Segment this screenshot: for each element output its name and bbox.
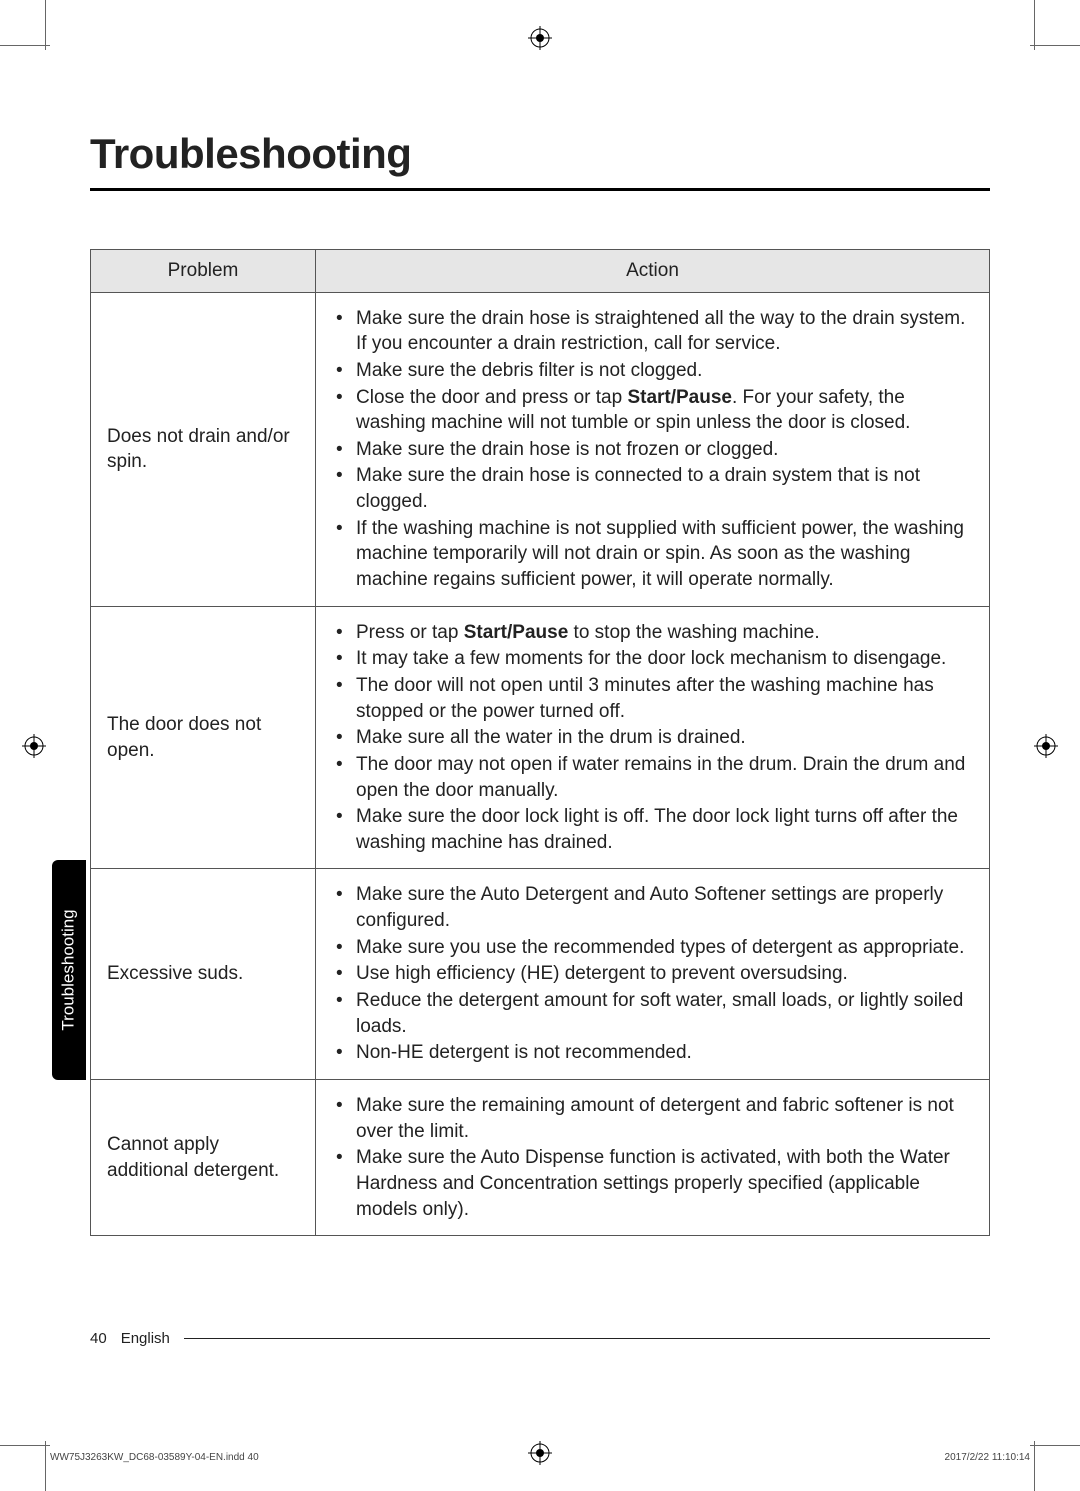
list-item: Make sure the drain hose is not frozen o… bbox=[322, 437, 975, 463]
crop-mark bbox=[1030, 1445, 1080, 1446]
table-row: Cannot apply additional detergent.Make s… bbox=[91, 1079, 990, 1235]
action-list: Press or tap Start/Pause to stop the was… bbox=[322, 620, 975, 856]
list-item: Make sure all the water in the drum is d… bbox=[322, 725, 975, 751]
list-item: Make sure the Auto Detergent and Auto So… bbox=[322, 882, 975, 933]
page-title: Troubleshooting bbox=[90, 130, 990, 191]
list-item: Make sure you use the recommended types … bbox=[322, 935, 975, 961]
list-item: Non-HE detergent is not recommended. bbox=[322, 1040, 975, 1066]
page-footer: 40 English bbox=[90, 1330, 990, 1347]
list-item: Press or tap Start/Pause to stop the was… bbox=[322, 620, 975, 646]
list-item: Reduce the detergent amount for soft wat… bbox=[322, 988, 975, 1039]
registration-mark-icon bbox=[526, 1439, 554, 1467]
crop-mark bbox=[45, 1441, 46, 1491]
section-tab: Troubleshooting bbox=[52, 860, 86, 1080]
action-cell: Make sure the remaining amount of deterg… bbox=[316, 1079, 990, 1235]
list-item: Make sure the remaining amount of deterg… bbox=[322, 1093, 975, 1144]
list-item: Close the door and press or tap Start/Pa… bbox=[322, 385, 975, 436]
list-item: The door may not open if water remains i… bbox=[322, 752, 975, 803]
crop-mark bbox=[1034, 1441, 1035, 1491]
problem-cell: The door does not open. bbox=[91, 606, 316, 869]
print-metadata-file: WW75J3263KW_DC68-03589Y-04-EN.indd 40 bbox=[50, 1452, 259, 1463]
crop-mark bbox=[0, 45, 50, 46]
crop-mark bbox=[0, 1445, 50, 1446]
column-header-action: Action bbox=[316, 250, 990, 293]
crop-mark bbox=[45, 0, 46, 50]
list-item: Make sure the debris filter is not clogg… bbox=[322, 358, 975, 384]
print-metadata-timestamp: 2017/2/22 11:10:14 bbox=[945, 1452, 1030, 1463]
list-item: The door will not open until 3 minutes a… bbox=[322, 673, 975, 724]
problem-cell: Excessive suds. bbox=[91, 869, 316, 1079]
crop-mark bbox=[1034, 0, 1035, 50]
registration-mark-icon bbox=[1032, 732, 1060, 760]
action-list: Make sure the remaining amount of deterg… bbox=[322, 1093, 975, 1222]
action-list: Make sure the drain hose is straightened… bbox=[322, 306, 975, 593]
table-row: Does not drain and/or spin.Make sure the… bbox=[91, 292, 990, 606]
table-row: Excessive suds.Make sure the Auto Deterg… bbox=[91, 869, 990, 1079]
section-tab-label: Troubleshooting bbox=[59, 909, 79, 1030]
page-number: 40 bbox=[90, 1330, 107, 1347]
column-header-problem: Problem bbox=[91, 250, 316, 293]
registration-mark-icon bbox=[526, 24, 554, 52]
list-item: Use high efficiency (HE) detergent to pr… bbox=[322, 961, 975, 987]
problem-cell: Cannot apply additional detergent. bbox=[91, 1079, 316, 1235]
action-cell: Make sure the Auto Detergent and Auto So… bbox=[316, 869, 990, 1079]
table-row: The door does not open.Press or tap Star… bbox=[91, 606, 990, 869]
list-item: If the washing machine is not supplied w… bbox=[322, 516, 975, 593]
crop-mark bbox=[1030, 45, 1080, 46]
action-cell: Make sure the drain hose is straightened… bbox=[316, 292, 990, 606]
registration-mark-icon bbox=[20, 732, 48, 760]
list-item: Make sure the drain hose is straightened… bbox=[322, 306, 975, 357]
list-item: It may take a few moments for the door l… bbox=[322, 646, 975, 672]
footer-rule bbox=[184, 1338, 990, 1339]
action-cell: Press or tap Start/Pause to stop the was… bbox=[316, 606, 990, 869]
list-item: Make sure the door lock light is off. Th… bbox=[322, 804, 975, 855]
problem-cell: Does not drain and/or spin. bbox=[91, 292, 316, 606]
page-language: English bbox=[121, 1330, 170, 1347]
troubleshooting-table: Problem Action Does not drain and/or spi… bbox=[90, 249, 990, 1236]
action-list: Make sure the Auto Detergent and Auto So… bbox=[322, 882, 975, 1065]
bold-term: Start/Pause bbox=[464, 622, 569, 643]
list-item: Make sure the drain hose is connected to… bbox=[322, 463, 975, 514]
list-item: Make sure the Auto Dispense function is … bbox=[322, 1145, 975, 1222]
page-content: Troubleshooting Problem Action Does not … bbox=[90, 130, 990, 1236]
bold-term: Start/Pause bbox=[627, 387, 732, 408]
